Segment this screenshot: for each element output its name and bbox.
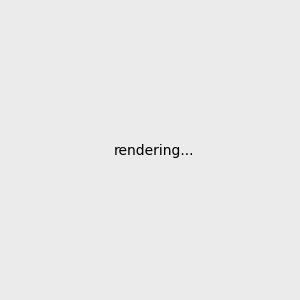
Text: rendering...: rendering... xyxy=(113,145,194,158)
